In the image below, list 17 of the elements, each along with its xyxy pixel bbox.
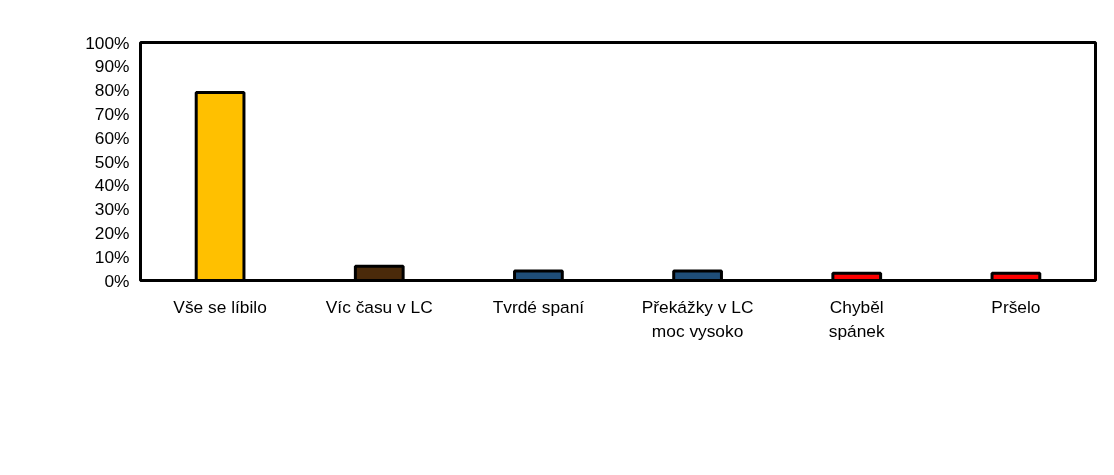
x-tick-label: Pršelo	[991, 296, 1041, 317]
y-tick-label: 80%	[94, 80, 130, 101]
y-tick-label: 60%	[94, 127, 130, 148]
y-tick-label: 10%	[94, 246, 130, 267]
y-tick-label: 100%	[85, 32, 130, 53]
y-tick-label: 30%	[94, 199, 130, 220]
y-tick-label: 70%	[94, 103, 130, 124]
y-tick-label: 50%	[94, 151, 130, 172]
x-tick-label: Tvrdé spaní	[492, 296, 585, 317]
y-tick-label: 0%	[104, 270, 130, 291]
x-tick-label: Překážky v LC moc vysoko	[641, 296, 754, 341]
x-tick-label: Vše se líbilo	[173, 296, 267, 317]
y-tick-label: 40%	[94, 175, 130, 196]
x-tick-label: Chyběl spánek	[828, 296, 886, 341]
y-tick-label: 20%	[94, 222, 130, 243]
x-tick-label: Víc času v LC	[325, 296, 433, 317]
y-tick-label: 90%	[94, 56, 130, 77]
